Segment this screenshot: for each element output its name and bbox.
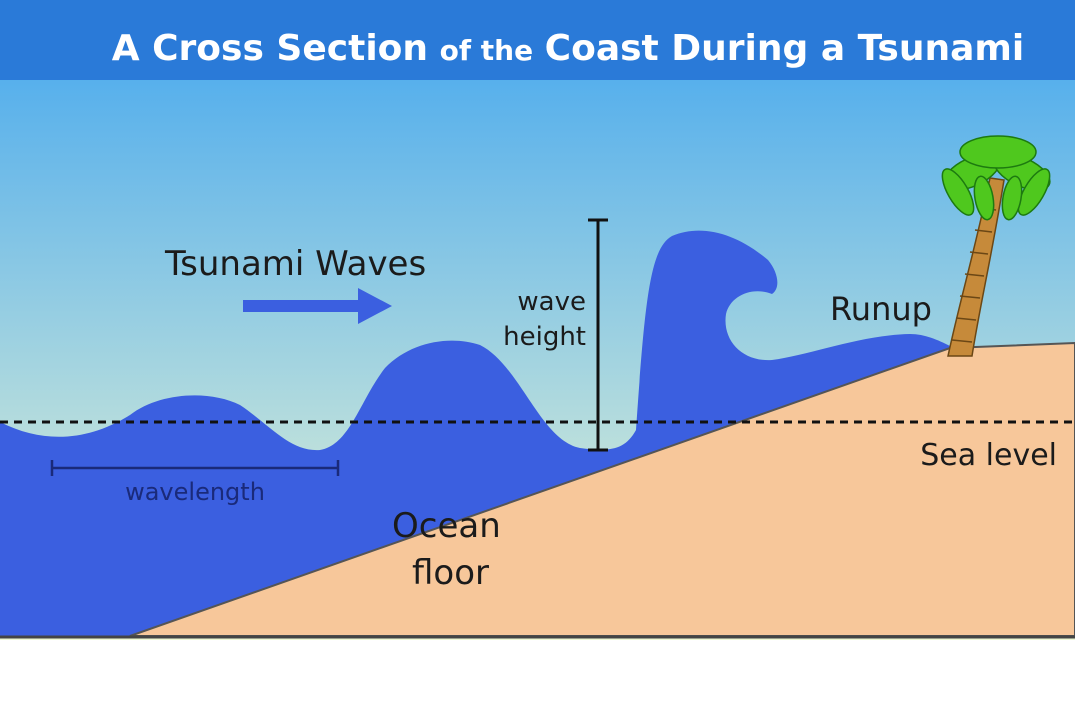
title-band [0, 0, 1075, 80]
palm-trunk [947, 177, 1005, 357]
ocean-floor-label-line2: floor [412, 553, 489, 593]
wave-height-label-line1: wave [517, 287, 586, 317]
wave-height-label-line2: height [503, 322, 586, 352]
wavelength-label: wavelength [125, 478, 265, 506]
wave-direction-arrow [243, 288, 392, 324]
page-title: A Cross Section of the Coast During a Ts… [112, 28, 1025, 69]
palm-tree [941, 135, 1051, 357]
wavelength-marker [50, 460, 340, 476]
sea-level-label: Sea level [920, 438, 1057, 473]
title-part-1: A Cross Section [112, 28, 428, 69]
palm-leaves [941, 135, 1051, 221]
ocean-floor-label-line1: Ocean [392, 506, 501, 546]
title-part-3: Coast During a Tsunami [545, 28, 1025, 69]
runup-label: Runup [830, 290, 932, 328]
wave-height-marker [588, 218, 608, 452]
palm-trunk-rings [951, 207, 997, 343]
title-part-2: of the [440, 34, 533, 67]
tsunami-waves-label: Tsunami Waves [164, 244, 426, 284]
